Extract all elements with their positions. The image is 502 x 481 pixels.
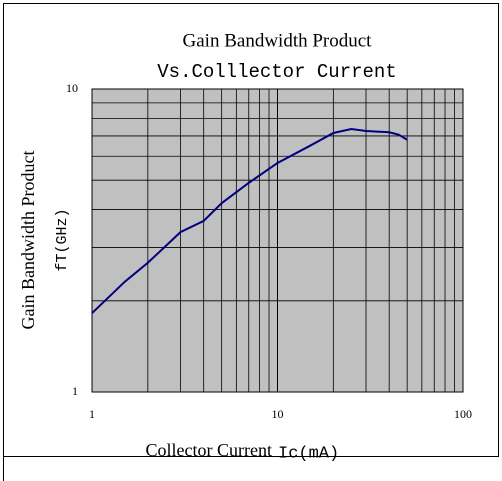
x-unit-label: Ic(mA) xyxy=(278,444,339,463)
frame xyxy=(3,3,499,457)
chart-title: Gain Bandwidth Product xyxy=(183,30,373,51)
x-tick-label: 100 xyxy=(454,407,472,421)
y-unit-label: fT(GHz) xyxy=(54,208,71,271)
y-tick-label: 10 xyxy=(66,81,78,95)
x-axis-label: Collector Current xyxy=(146,440,272,460)
y-tick-label: 1 xyxy=(72,384,78,398)
y-axis-label: Gain Bandwidth Product xyxy=(18,151,38,330)
chart-subtitle: Vs.Colllector Current xyxy=(157,61,396,83)
x-tick-label: 10 xyxy=(272,407,284,421)
x-tick-label: 1 xyxy=(89,407,95,421)
line-series xyxy=(91,127,408,314)
